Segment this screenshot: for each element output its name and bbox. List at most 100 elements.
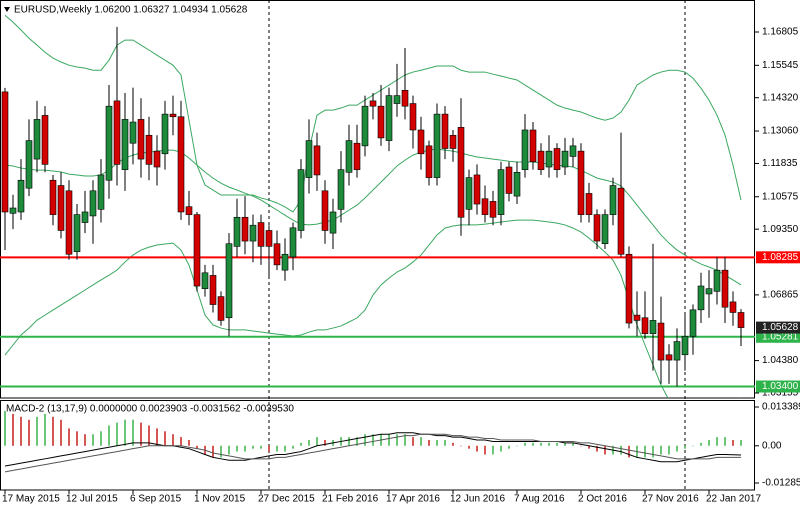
candle-body bbox=[537, 150, 545, 170]
candle-body bbox=[457, 127, 465, 218]
candle-body bbox=[673, 341, 681, 361]
histogram-bar bbox=[268, 445, 270, 452]
candle-body bbox=[297, 169, 305, 231]
menu-triangle[interactable] bbox=[4, 7, 10, 12]
candle-body bbox=[681, 335, 689, 356]
candle-body bbox=[385, 95, 393, 141]
histogram-bar bbox=[348, 437, 350, 446]
indicator-line bbox=[4, 219, 742, 398]
y-tick-label: 0.013389 bbox=[762, 402, 800, 413]
histogram-bar bbox=[500, 445, 502, 452]
candle-body bbox=[353, 142, 361, 170]
candle-body bbox=[337, 169, 345, 210]
candle-body bbox=[377, 105, 385, 139]
y-tick-label: 1.03155 bbox=[762, 388, 799, 399]
histogram-bar bbox=[700, 442, 702, 446]
candle-body bbox=[105, 105, 113, 181]
histogram-bar bbox=[172, 434, 174, 446]
candle-body bbox=[89, 190, 97, 217]
histogram-bar bbox=[252, 445, 254, 449]
candle-body bbox=[217, 296, 225, 321]
histogram-bar bbox=[492, 445, 494, 455]
histogram-bar bbox=[644, 445, 646, 458]
candle-body bbox=[513, 172, 521, 197]
candle-body bbox=[145, 134, 153, 165]
histogram-bar bbox=[716, 437, 718, 446]
candle-body bbox=[649, 320, 657, 334]
candle-body bbox=[369, 100, 377, 107]
histogram-bar bbox=[20, 416, 22, 446]
y-tick-label: 1.11835 bbox=[762, 158, 798, 169]
histogram-bar bbox=[156, 428, 158, 446]
histogram-bar bbox=[452, 442, 454, 446]
candle-body bbox=[9, 207, 17, 214]
histogram-bar bbox=[468, 445, 470, 449]
candle-body bbox=[57, 185, 65, 231]
histogram-bar bbox=[60, 419, 62, 446]
histogram-bar bbox=[300, 442, 302, 446]
histogram-bar bbox=[652, 445, 654, 458]
histogram-bar bbox=[436, 439, 438, 446]
y-tick-label: 0.00 bbox=[762, 440, 782, 451]
candle-body bbox=[177, 116, 185, 213]
histogram-bar bbox=[284, 445, 286, 452]
candle-body bbox=[33, 119, 41, 160]
candle-body bbox=[313, 145, 321, 176]
histogram-bar bbox=[604, 445, 606, 455]
candle-body bbox=[113, 100, 121, 165]
candle-body bbox=[633, 314, 641, 321]
histogram-bar bbox=[412, 437, 414, 446]
x-tick-label: 7 Aug 2016 bbox=[514, 494, 565, 505]
histogram-bar bbox=[660, 445, 662, 455]
histogram-bar bbox=[516, 445, 518, 447]
candle-body bbox=[425, 145, 433, 178]
histogram-bar bbox=[692, 445, 694, 447]
histogram-bar bbox=[476, 445, 478, 452]
candle-body bbox=[465, 177, 473, 210]
candle-body bbox=[729, 301, 737, 313]
candle-body bbox=[641, 317, 649, 334]
histogram-bar bbox=[108, 425, 110, 446]
x-tick-label: 22 Jan 2017 bbox=[706, 494, 761, 505]
candle-body bbox=[321, 190, 329, 231]
candle-body bbox=[665, 354, 673, 361]
candle-body bbox=[305, 140, 313, 178]
candle-body bbox=[137, 119, 145, 160]
candle-body bbox=[393, 95, 401, 104]
histogram-bar bbox=[740, 439, 742, 446]
candle-body bbox=[25, 140, 33, 189]
candle-body bbox=[153, 150, 161, 168]
histogram-bar bbox=[556, 442, 558, 446]
candle-body bbox=[625, 253, 633, 324]
last-price-tag bbox=[756, 321, 800, 334]
y-tick-label: 1.10575 bbox=[762, 191, 799, 202]
candle-body bbox=[689, 309, 697, 337]
indicator-title: MACD-2 (13,17,9) 0.0000000 0.0023903 -0.… bbox=[6, 404, 294, 415]
histogram-bar bbox=[460, 445, 462, 447]
candle-body bbox=[585, 193, 593, 215]
histogram-bar bbox=[372, 434, 374, 446]
candle-body bbox=[657, 322, 665, 361]
histogram-bar bbox=[364, 434, 366, 446]
candle-body bbox=[161, 113, 169, 155]
y-tick-label: 1.09350 bbox=[762, 224, 799, 235]
histogram-bar bbox=[4, 411, 6, 446]
histogram-bar bbox=[564, 442, 566, 446]
candle-body bbox=[201, 272, 209, 289]
histogram-bar bbox=[356, 437, 358, 446]
histogram-bar bbox=[68, 428, 70, 446]
histogram-bar bbox=[12, 413, 14, 446]
candle-body bbox=[1, 91, 9, 213]
histogram-bar bbox=[260, 445, 262, 449]
candle-body bbox=[401, 90, 409, 107]
candle-body bbox=[329, 211, 337, 234]
y-tick-label: 1.13060 bbox=[762, 126, 799, 137]
x-tick-label: 27 Nov 2016 bbox=[642, 494, 699, 505]
candle-body bbox=[601, 214, 609, 245]
chart-title: EURUSD,Weekly 1.06200 1.06327 1.04934 1.… bbox=[14, 5, 248, 16]
histogram-bar bbox=[724, 437, 726, 446]
histogram-bar bbox=[444, 439, 446, 446]
histogram-bar bbox=[196, 445, 198, 449]
histogram-bar bbox=[684, 445, 686, 449]
histogram-bar bbox=[180, 437, 182, 446]
